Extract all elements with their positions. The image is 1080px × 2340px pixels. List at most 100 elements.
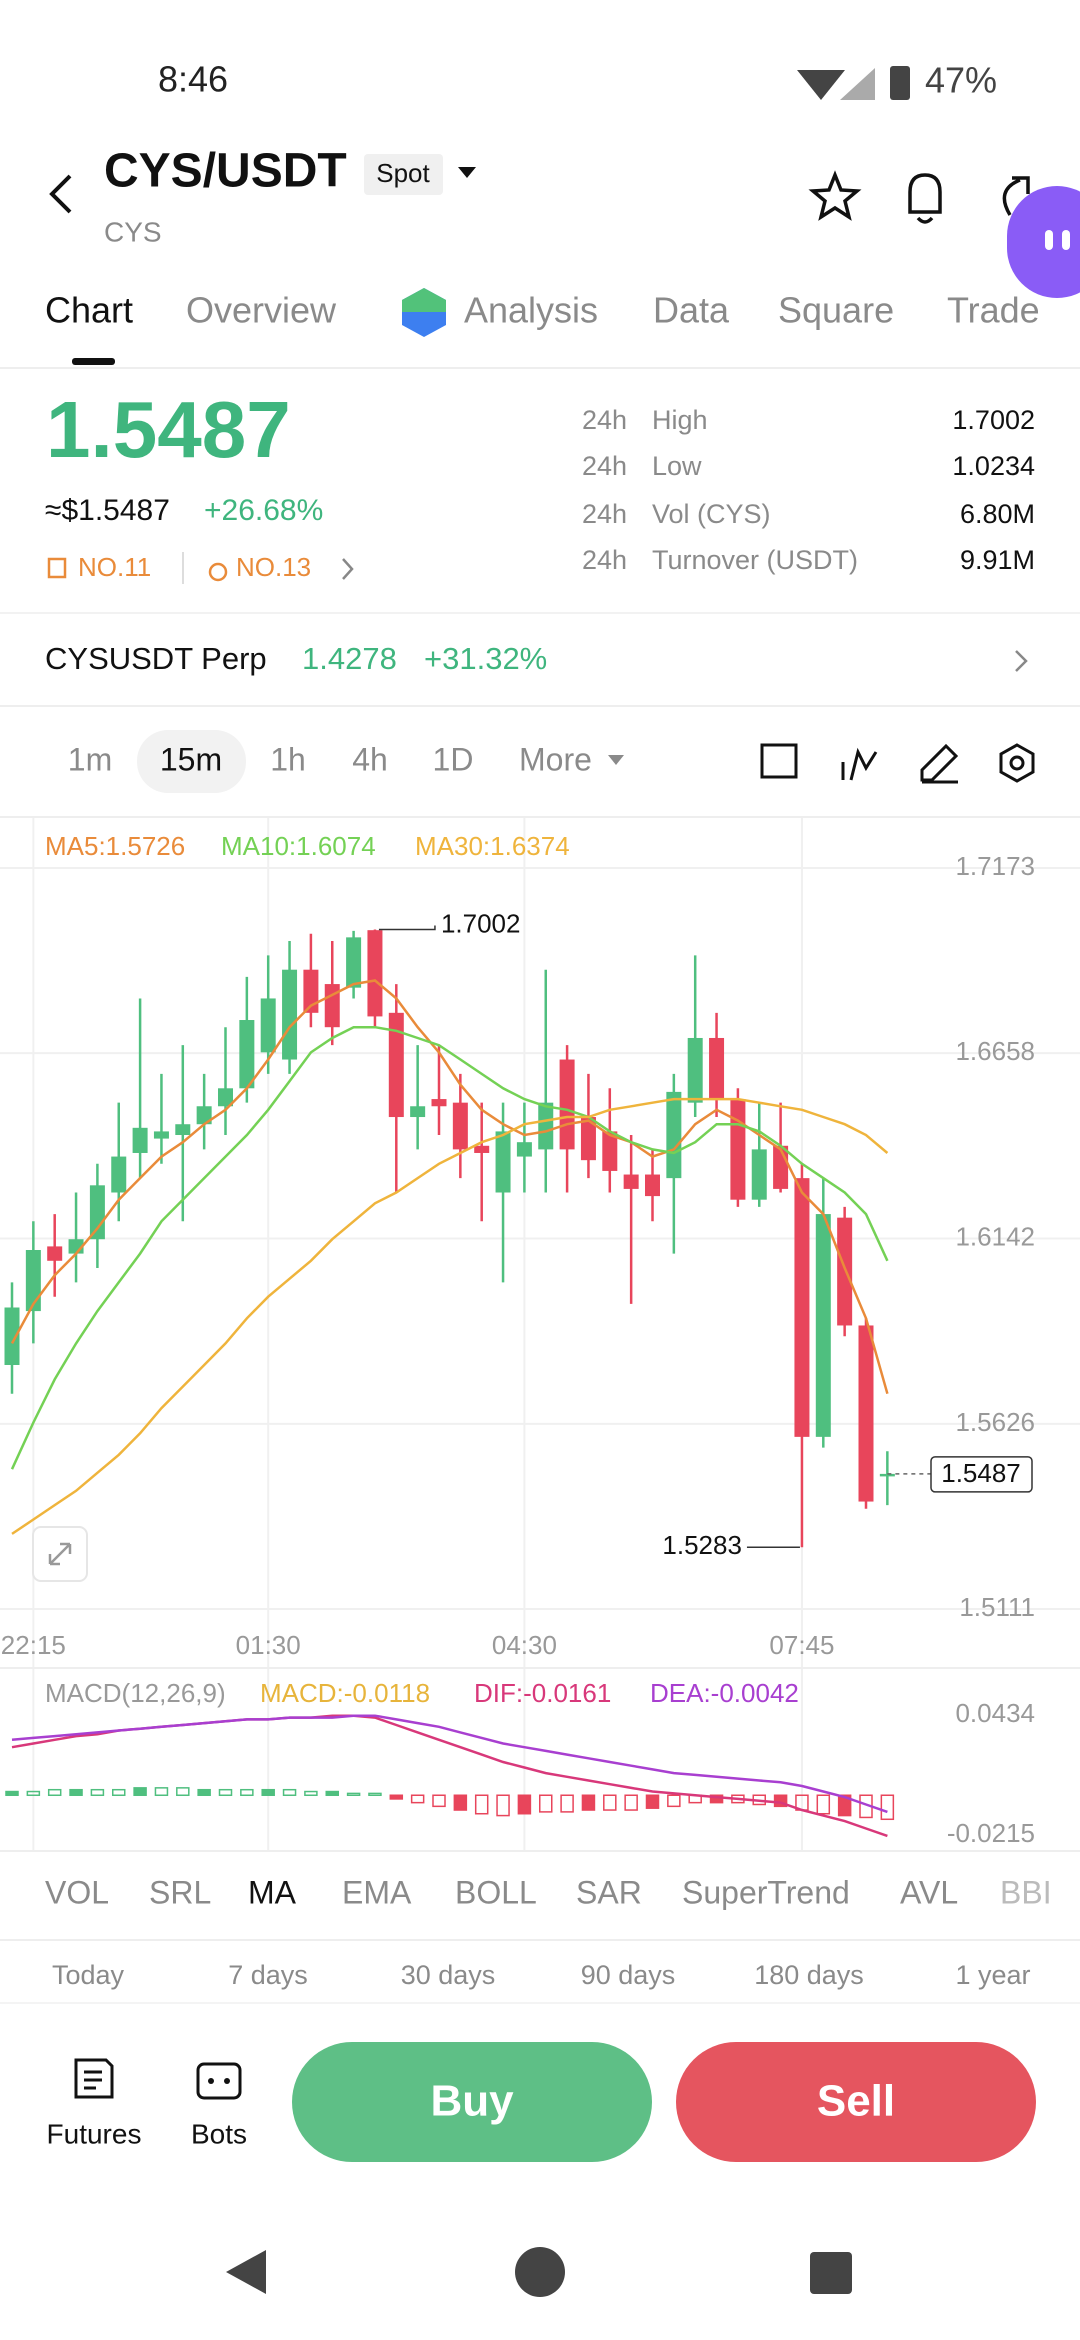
back-button[interactable] <box>49 174 72 214</box>
price-chart: 1.7173 1.6658 1.6142 1.5626 1.5111 22:15 01:30… <box>0 818 1080 1850</box>
indicator-tab[interactable]: BOLL <box>455 1874 537 1910</box>
ma-legend: MA30:1.6374 <box>415 831 570 861</box>
hot-icon <box>208 562 228 582</box>
futures-icon[interactable] <box>74 2058 114 2099</box>
indicator-tab[interactable]: AVL <box>900 1874 958 1910</box>
interval[interactable]: 4h <box>352 741 388 777</box>
nav-recents[interactable] <box>810 2252 852 2294</box>
macd-legend: DEA:-0.0042 <box>650 1678 799 1708</box>
stat-period: 24h <box>582 451 627 481</box>
ma-line <box>11 1097 889 1535</box>
macd-bar <box>26 1790 41 1796</box>
settings-icon[interactable] <box>999 743 1035 783</box>
macd-bar <box>837 1794 852 1817</box>
candle-body <box>580 1117 596 1161</box>
ai-icon-top <box>402 288 446 312</box>
chart-type-icon[interactable] <box>760 743 798 779</box>
tab[interactable]: Chart <box>45 290 133 331</box>
indicator-tab[interactable]: SuperTrend <box>682 1874 850 1910</box>
range-tab[interactable]: 180 days <box>754 1960 864 1990</box>
rank[interactable]: NO.13 <box>236 552 311 582</box>
indicator-tab[interactable]: SRL <box>149 1874 211 1910</box>
candle-body <box>516 1142 532 1157</box>
macd-title: MACD(12,26,9) <box>45 1678 226 1708</box>
perp-name[interactable]: CYSUSDT Perp <box>45 641 267 676</box>
range-tab[interactable]: 1 year <box>955 1960 1030 1990</box>
assistant-eye <box>1045 230 1053 250</box>
perp-change: +31.32% <box>424 641 547 676</box>
nav-home[interactable] <box>515 2247 565 2297</box>
candle-body <box>153 1131 169 1139</box>
macd-bar <box>240 1788 254 1796</box>
range-tab[interactable]: 90 days <box>581 1960 676 1990</box>
ma-legend: MA5:1.5726 <box>45 831 185 861</box>
indicator-tabs: VOL SRL MA EMA BOLL SAR SuperTrend AVL BBI <box>45 1874 1052 1910</box>
y-tick-label: 1.5111 <box>959 1592 1035 1622</box>
favorite-icon[interactable] <box>808 170 862 221</box>
macd-label: MACD:-0.0118 <box>260 1678 430 1708</box>
macd-bar <box>154 1787 169 1796</box>
interval[interactable]: 1m <box>68 741 112 777</box>
chevron[interactable] <box>1015 650 1028 672</box>
chevron[interactable] <box>342 558 354 580</box>
candle-body <box>879 1473 895 1477</box>
macd-bar <box>112 1788 126 1796</box>
macd-bar <box>496 1794 510 1817</box>
candle-body <box>111 1156 127 1193</box>
indicator-tab[interactable]: MA <box>248 1874 297 1910</box>
candle-body <box>367 930 383 1017</box>
nav-back[interactable] <box>226 2250 266 2294</box>
futures-label[interactable]: Futures <box>47 2118 142 2149</box>
candle-body <box>666 1091 682 1179</box>
market-badge[interactable] <box>364 154 443 195</box>
macd-bar <box>261 1788 275 1796</box>
range-tab[interactable]: 30 days <box>401 1960 496 1990</box>
market-dropdown[interactable] <box>458 167 476 178</box>
tab[interactable]: Overview <box>186 290 337 331</box>
draw-icon[interactable] <box>920 743 959 784</box>
macd-bar <box>5 1790 19 1796</box>
assistant-bubble[interactable] <box>1007 186 1080 298</box>
buy-button[interactable] <box>292 2042 652 2162</box>
x-tick-label: 22:15 <box>1 1630 66 1660</box>
tab[interactable]: Analysis <box>464 290 598 331</box>
range-tab[interactable]: Today <box>52 1960 125 1990</box>
more-dropdown[interactable] <box>608 755 624 765</box>
sell-button[interactable] <box>676 2042 1036 2162</box>
interval[interactable]: More <box>519 741 592 777</box>
indicator-tab[interactable]: VOL <box>45 1874 109 1910</box>
macd-bar <box>218 1788 233 1796</box>
bots-icon[interactable] <box>196 2062 242 2100</box>
bots-label[interactable]: Bots <box>191 2118 247 2149</box>
tab[interactable]: Data <box>653 290 730 331</box>
y-tick-label: -0.0215 <box>947 1818 1035 1848</box>
indicator-icon[interactable] <box>841 747 878 781</box>
candle-body <box>346 937 362 988</box>
candle-body <box>25 1249 41 1312</box>
tab[interactable]: Square <box>778 290 894 331</box>
clock: 8:46 <box>158 59 228 100</box>
indicator-tab[interactable]: EMA <box>342 1874 412 1910</box>
stat-period: 24h <box>582 405 627 435</box>
candle-body <box>602 1131 618 1171</box>
battery-icon <box>890 66 910 100</box>
stat-value: 9.91M <box>960 545 1035 575</box>
tab[interactable]: Trade <box>947 290 1040 331</box>
indicator-tab[interactable]: BBI <box>1000 1874 1052 1910</box>
candle-body <box>303 969 319 1013</box>
interval[interactable]: 1D <box>433 741 474 777</box>
candle-body <box>751 1149 767 1200</box>
interval[interactable]: 1h <box>270 741 306 777</box>
alert-icon[interactable] <box>908 173 942 224</box>
interval[interactable]: 15m <box>160 741 222 777</box>
candle-body <box>324 984 340 1028</box>
candle-body <box>132 1127 148 1153</box>
range-tab[interactable]: 7 days <box>228 1960 308 1990</box>
candle-body <box>388 1012 404 1118</box>
candle-body <box>687 1037 703 1103</box>
share-icon[interactable] <box>1002 176 1030 216</box>
indicator-tab[interactable]: SAR <box>576 1874 642 1910</box>
rank[interactable]: NO.11 <box>78 552 151 582</box>
candle-body <box>89 1185 105 1240</box>
